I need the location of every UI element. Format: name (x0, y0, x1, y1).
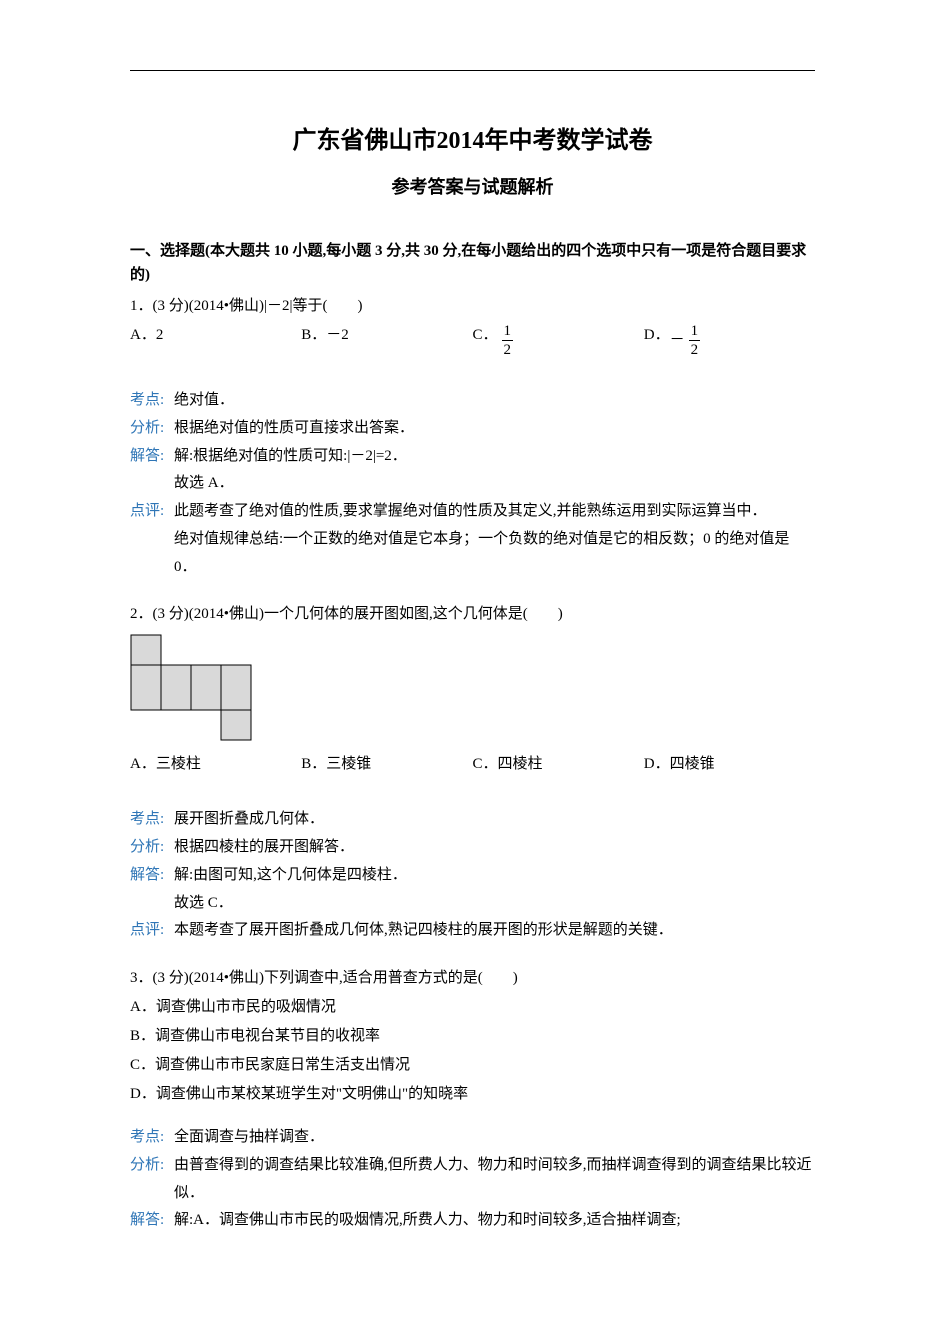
q3-kaodian: 考点: 全面调查与抽样调查． (130, 1124, 815, 1152)
net-svg (130, 634, 252, 741)
kaodian-label: 考点: (130, 387, 174, 415)
q1-dianping-2: 绝对值规律总结:一个正数的绝对值是它本身；一个负数的绝对值是它的相反数；0 的绝… (174, 526, 815, 582)
q1-kaodian: 考点: 绝对值． (130, 387, 815, 415)
fenxi-label: 分析: (130, 1152, 174, 1208)
kaodian-label: 考点: (130, 806, 174, 834)
q1-fenxi: 分析: 根据绝对值的性质可直接求出答案． (130, 415, 815, 443)
jieda-label: 解答: (130, 443, 174, 471)
q3-option-b: B．调查佛山市电视台某节目的收视率 (130, 1023, 815, 1050)
q1-option-a: A．2 (130, 322, 301, 349)
jieda-label: 解答: (130, 1207, 174, 1235)
q2-net-diagram (130, 634, 815, 741)
fenxi-label: 分析: (130, 415, 174, 443)
q3-option-d: D．调查佛山市某校某班学生对"文明佛山"的知晓率 (130, 1081, 815, 1108)
negative-fraction: － 1 2 (670, 322, 701, 359)
q2-options: A．三棱柱 B．三棱锥 C．四棱柱 D．四棱锥 (130, 751, 815, 778)
q3-fenxi: 分析: 由普查得到的调查结果比较准确,但所费人力、物力和时间较多,而抽样调查得到… (130, 1152, 815, 1208)
q2-jieda-2: 故选 C． (174, 890, 815, 918)
q2-option-d: D．四棱锥 (644, 751, 815, 778)
q1-stem: 1．(3 分)(2014•佛山)|－2|等于( ) (130, 293, 815, 320)
q2-stem: 2．(3 分)(2014•佛山)一个几何体的展开图如图,这个几何体是( ) (130, 601, 815, 628)
q1-jieda: 解答: 解:根据绝对值的性质可知:|－2|=2． (130, 443, 815, 471)
q2-option-c: C．四棱柱 (473, 751, 644, 778)
q2-option-b: B．三棱锥 (301, 751, 472, 778)
main-title: 广东省佛山市2014年中考数学试卷 (130, 120, 815, 155)
top-divider (130, 70, 815, 71)
q3-stem: 3．(3 分)(2014•佛山)下列调查中,适合用普查方式的是( ) (130, 965, 815, 992)
q2-fenxi: 分析: 根据四棱柱的展开图解答． (130, 834, 815, 862)
dianping-label: 点评: (130, 498, 174, 526)
q3-option-c: C．调查佛山市市民家庭日常生活支出情况 (130, 1052, 815, 1079)
q2-kaodian: 考点: 展开图折叠成几何体． (130, 806, 815, 834)
fenxi-label: 分析: (130, 834, 174, 862)
q1-option-d: D． － 1 2 (644, 322, 815, 359)
q1-options: A．2 B．－2 C． 1 2 D． － 1 2 (130, 322, 815, 359)
q1-jieda-2: 故选 A． (174, 470, 815, 498)
q3-option-a: A．调查佛山市市民的吸烟情况 (130, 994, 815, 1021)
sub-title: 参考答案与试题解析 (130, 173, 815, 199)
q2-option-a: A．三棱柱 (130, 751, 301, 778)
q3-jieda: 解答: 解:A．调查佛山市市民的吸烟情况,所费人力、物力和时间较多,适合抽样调查… (130, 1207, 815, 1235)
dianping-label: 点评: (130, 917, 174, 945)
q1-dianping: 点评: 此题考查了绝对值的性质,要求掌握绝对值的性质及其定义,并能熟练运用到实际… (130, 498, 815, 526)
q1-option-c: C． 1 2 (473, 322, 644, 359)
section-header: 一、选择题(本大题共 10 小题,每小题 3 分,共 30 分,在每小题给出的四… (130, 239, 815, 287)
q1-option-b: B．－2 (301, 322, 472, 349)
q2-jieda: 解答: 解:由图可知,这个几何体是四棱柱． (130, 862, 815, 890)
fraction-half: 1 2 (502, 322, 514, 359)
q2-dianping: 点评: 本题考查了展开图折叠成几何体,熟记四棱柱的展开图的形状是解题的关键． (130, 917, 815, 945)
kaodian-label: 考点: (130, 1124, 174, 1152)
jieda-label: 解答: (130, 862, 174, 890)
